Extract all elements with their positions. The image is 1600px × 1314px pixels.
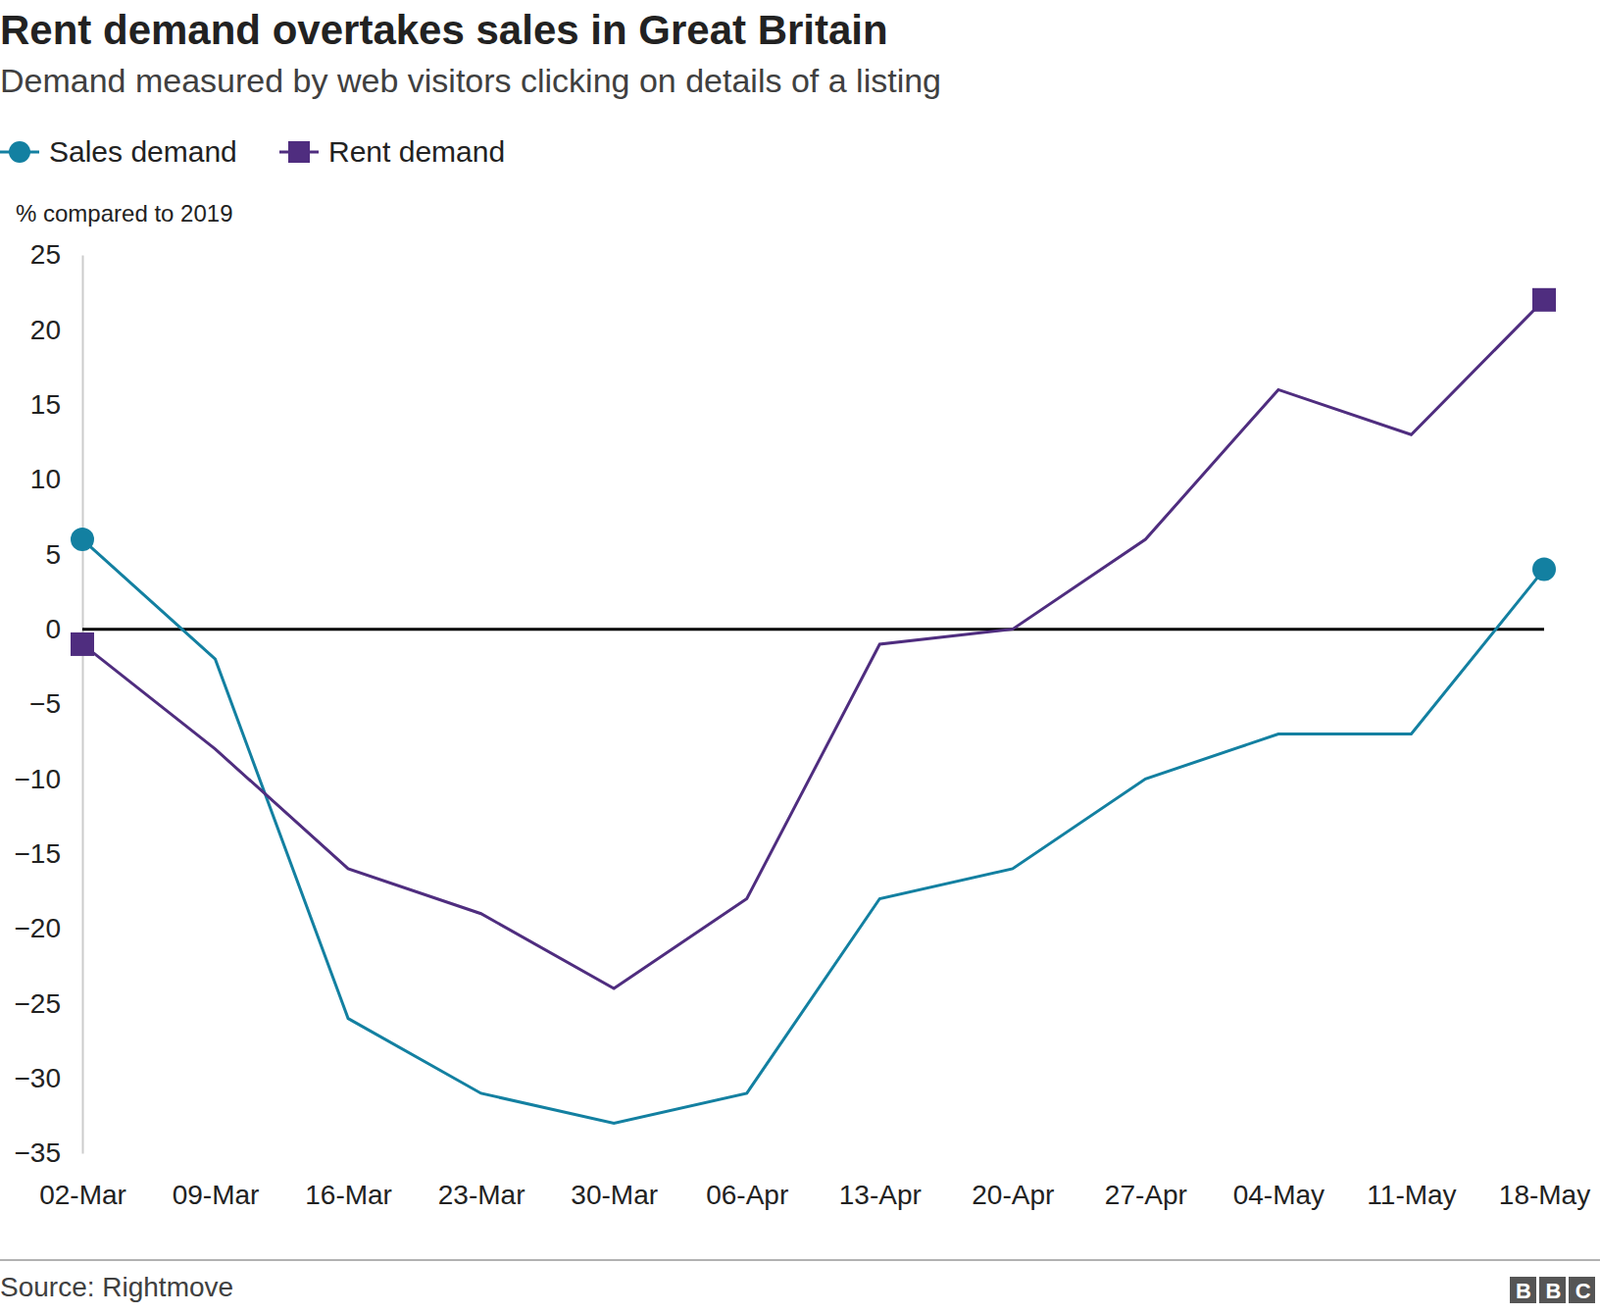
x-tick: 20-Apr: [971, 1152, 1054, 1210]
x-tick: 11-May: [1366, 1152, 1456, 1210]
y-tick-label: −25: [14, 988, 62, 1019]
x-tick: 13-Apr: [839, 1152, 922, 1210]
series-marker: [1532, 288, 1556, 312]
series-line: [82, 300, 1545, 989]
y-tick: −30: [14, 1062, 84, 1094]
x-tick: 09-Mar: [172, 1152, 260, 1210]
x-tick: 06-Apr: [705, 1152, 789, 1210]
legend-label: Sales demand: [49, 135, 238, 168]
y-tick: 25: [30, 239, 83, 270]
logo: BBC: [1509, 1276, 1600, 1303]
x-tick-label: 27-Apr: [1104, 1179, 1188, 1210]
legend-marker: [8, 141, 31, 163]
x-tick-label: 06-Apr: [705, 1179, 789, 1210]
y-tick: −25: [14, 988, 84, 1019]
y-axis-line: [82, 255, 85, 1154]
legend-item: Rent demand: [279, 135, 505, 168]
legend-label: Rent demand: [328, 135, 505, 168]
x-tick-label: 23-Mar: [438, 1179, 526, 1210]
y-tick-label: −15: [14, 838, 62, 869]
y-tick: −5: [29, 688, 83, 719]
chart: Rent demand overtakes sales in Great Bri…: [0, 0, 1600, 1314]
x-tick: 16-Mar: [304, 1152, 393, 1210]
y-tick: −20: [14, 912, 84, 944]
x-tick-label: 09-Mar: [172, 1179, 260, 1210]
x-tick-label: 30-Mar: [570, 1179, 658, 1210]
y-tick-label: −35: [14, 1137, 62, 1168]
series-line: [82, 539, 1545, 1123]
y-tick: −15: [14, 838, 84, 869]
y-tick-label: 5: [45, 539, 61, 570]
series-marker: [70, 632, 95, 656]
x-tick-label: 20-Apr: [971, 1179, 1054, 1210]
footer-rule: [0, 1258, 1600, 1261]
y-tick-label: −5: [29, 688, 61, 719]
y-tick-label: −10: [14, 763, 62, 795]
y-tick-label: 0: [45, 613, 61, 645]
x-tick: 02-Mar: [39, 1152, 127, 1210]
x-tick-label: 11-May: [1366, 1179, 1456, 1210]
y-axis: −35 −30 −25 −20 −15 −10 −5 0 5 10 15 20 25: [14, 239, 84, 1168]
y-tick: 10: [30, 463, 83, 495]
y-tick-label: −30: [14, 1062, 62, 1094]
legend-marker: [288, 141, 310, 163]
x-tick-label: 04-May: [1233, 1179, 1325, 1210]
x-tick-label: 02-Mar: [39, 1179, 127, 1210]
y-tick-label: 10: [30, 463, 61, 495]
x-tick: 04-May: [1233, 1152, 1325, 1210]
y-axis-title: % compared to 2019: [15, 200, 233, 227]
source: Source: Rightmove: [0, 1271, 234, 1302]
title: Rent demand overtakes sales in Great Bri…: [0, 6, 889, 53]
x-tick-label: 16-Mar: [304, 1179, 393, 1210]
legend-item: Sales demand: [0, 135, 238, 168]
y-tick: 15: [30, 389, 83, 420]
x-tick: 27-Apr: [1104, 1152, 1188, 1210]
logo-text: BBC: [1515, 1278, 1600, 1303]
x-tick: 18-May: [1499, 1152, 1591, 1210]
series-marker: [1532, 557, 1556, 582]
x-axis: 02-Mar 09-Mar 16-Mar 23-Mar 30-Mar 06-Apr 13-A…: [39, 1152, 1591, 1210]
y-tick-label: −20: [14, 912, 62, 944]
x-axis-line: [83, 1152, 1546, 1154]
x-tick: 23-Mar: [438, 1152, 526, 1210]
x-tick-label: 13-Apr: [839, 1179, 922, 1210]
y-tick-label: 15: [30, 389, 61, 420]
y-tick-label: 25: [30, 239, 61, 270]
zero-line: [82, 627, 1545, 631]
plot-area: [70, 288, 1556, 1124]
y-tick-label: 20: [30, 314, 61, 346]
x-tick-label: 18-May: [1499, 1179, 1591, 1210]
y-tick: −35: [14, 1137, 84, 1168]
y-tick: 20: [30, 314, 83, 346]
series-marker: [70, 527, 95, 551]
x-tick: 30-Mar: [570, 1152, 658, 1210]
subtitle: Demand measured by web visitors clicking…: [0, 61, 942, 100]
y-tick: −10: [14, 763, 84, 795]
